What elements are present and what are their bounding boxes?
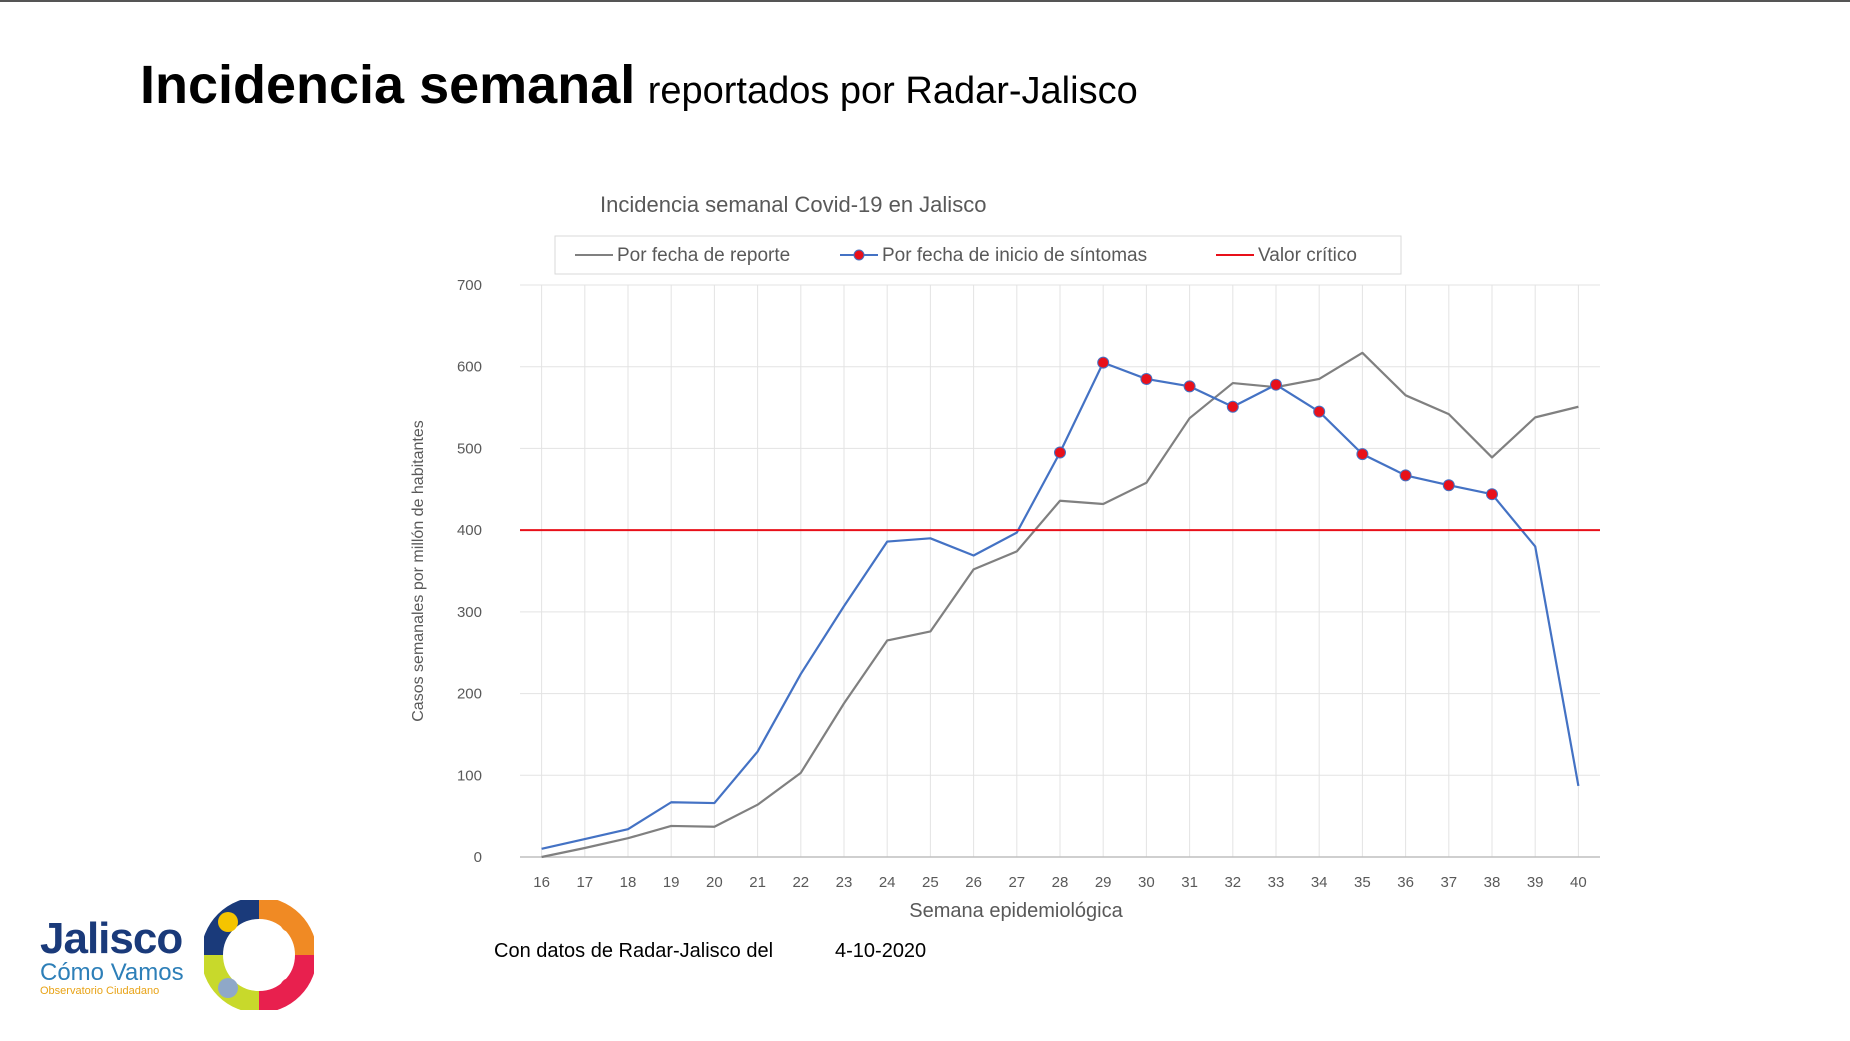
logo-wordmark: Jalisco <box>40 914 183 963</box>
chart-title: Incidencia semanal Covid-19 en Jalisco <box>600 192 986 217</box>
x-tick-label: 22 <box>792 874 809 891</box>
x-tick-label: 28 <box>1052 874 1069 891</box>
x-tick-label: 35 <box>1354 874 1371 891</box>
slide-title-rest: reportados por Radar-Jalisco <box>647 70 1138 112</box>
logo-tagline: Observatorio Ciudadano <box>40 985 160 997</box>
slide-title: Incidencia semanal reportados por Radar-… <box>140 54 1138 116</box>
y-tick-label: 0 <box>474 849 482 866</box>
data-point-sintomas <box>1313 405 1326 418</box>
legend-label: Valor crítico <box>1258 245 1357 266</box>
x-tick-label: 37 <box>1440 874 1457 891</box>
incidence-chart: 0 100 200 300 400 500 600 700 16 17 18 19 20 21 22 23 24… <box>410 192 1600 922</box>
data-point-sintomas <box>1054 446 1066 459</box>
y-tick-label: 500 <box>457 440 482 457</box>
y-tick-label: 300 <box>457 604 482 621</box>
top-rule <box>0 0 1850 2</box>
data-point-sintomas <box>1356 448 1369 461</box>
legend-label: Por fecha de inicio de síntomas <box>882 245 1147 266</box>
y-tick-label: 200 <box>457 686 482 703</box>
y-tick-label: 400 <box>457 522 482 539</box>
x-tick-label: 30 <box>1138 874 1155 891</box>
x-tick-label: 17 <box>576 874 593 891</box>
data-point-sintomas <box>1226 400 1239 413</box>
y-axis-title: Casos semanales por millón de habitantes <box>410 420 427 722</box>
x-tick-label: 32 <box>1224 874 1241 891</box>
logo-ring-icon <box>204 900 314 1010</box>
data-point-sintomas <box>1442 479 1455 492</box>
x-tick-label: 20 <box>706 874 723 891</box>
x-tick-label: 31 <box>1181 874 1198 891</box>
x-tick-label: 39 <box>1527 874 1544 891</box>
data-point-sintomas <box>1140 372 1153 385</box>
x-tick-label: 19 <box>663 874 680 891</box>
x-tick-label: 23 <box>836 874 853 891</box>
footer-source-label: Con datos de Radar-Jalisco del <box>494 940 774 962</box>
legend-marker <box>853 249 865 261</box>
footer-source-date: 4-10-2020 <box>835 940 927 962</box>
y-tick-label: 700 <box>457 277 482 294</box>
series-line-reporte <box>541 351 1579 859</box>
slide-title-bold: Incidencia semanal <box>140 55 636 115</box>
legend-box <box>554 235 1402 275</box>
x-tick-label: 34 <box>1311 874 1328 891</box>
x-tick-label: 25 <box>922 874 939 891</box>
y-tick-label: 100 <box>457 767 482 784</box>
jalisco-como-vamos-logo: Jalisco Cómo Vamos Observatorio Ciudadan… <box>36 900 316 1010</box>
x-tick-label: 40 <box>1570 874 1587 891</box>
x-tick-label: 29 <box>1095 874 1112 891</box>
data-point-sintomas <box>1097 356 1110 369</box>
legend-label: Por fecha de reporte <box>617 245 790 266</box>
y-tick-label: 600 <box>457 359 482 376</box>
x-tick-label: 27 <box>1008 874 1025 891</box>
data-point-sintomas <box>1399 469 1412 482</box>
x-tick-label: 24 <box>879 874 896 891</box>
x-tick-label: 38 <box>1484 874 1501 891</box>
x-tick-label: 26 <box>965 874 982 891</box>
x-tick-label: 18 <box>620 874 637 891</box>
x-tick-label: 21 <box>749 874 766 891</box>
x-tick-label: 36 <box>1397 874 1414 891</box>
x-axis-title: Semana epidemiológica <box>909 900 1123 922</box>
data-point-sintomas <box>1270 378 1282 391</box>
data-point-sintomas <box>1183 380 1196 393</box>
x-tick-label: 16 <box>533 874 550 891</box>
x-tick-label: 33 <box>1268 874 1285 891</box>
data-point-sintomas <box>1486 488 1498 501</box>
logo-subtitle: Cómo Vamos <box>40 959 184 986</box>
